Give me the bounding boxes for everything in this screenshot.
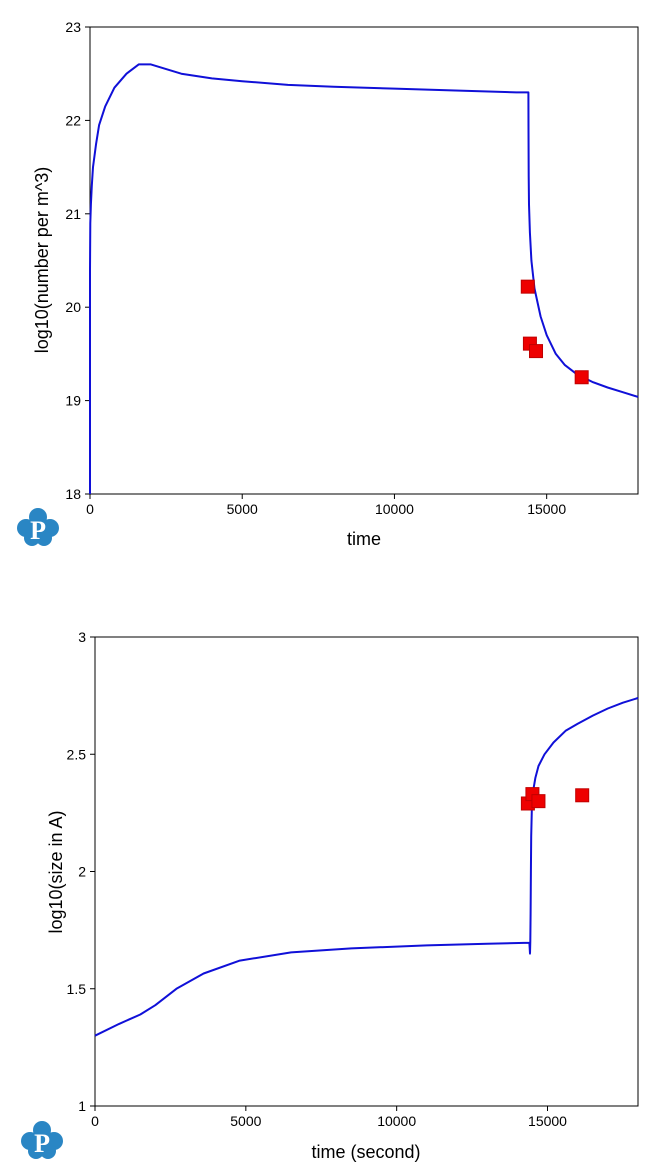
chart-number-density: 0 5000 10000 15000 18 19 20 21 22 23 time log10(n…: [32, 19, 639, 549]
y-tick-label: 2: [78, 864, 86, 880]
y-tick-label: 1: [78, 1098, 86, 1114]
pandat-logo-icon: P: [21, 1121, 63, 1159]
y-axis-label: log10(size in A): [46, 810, 66, 933]
experimental-data-point: [575, 788, 590, 803]
y-tick-label: 18: [65, 486, 81, 502]
x-tick-label: 5000: [227, 501, 258, 517]
x-tick-label: 10000: [377, 1113, 416, 1129]
y-tick-label: 19: [65, 393, 81, 409]
x-tick-label: 5000: [230, 1113, 261, 1129]
x-tick-label: 10000: [375, 501, 414, 517]
pandat-logo-icon: P: [17, 508, 59, 546]
axis-ticks: 0 5000 10000 15000 1 1.5 2 2.5 3: [67, 629, 568, 1129]
x-axis-label: time: [347, 529, 381, 549]
plot-area: [89, 63, 639, 494]
simulation-curve: [89, 63, 639, 494]
simulation-curve: [94, 697, 639, 1037]
experimental-data-point: [520, 279, 535, 294]
y-tick-label: 22: [65, 112, 81, 128]
logo-letter: P: [34, 1129, 50, 1158]
logo-letter: P: [30, 516, 46, 545]
y-tick-label: 3: [78, 629, 86, 645]
x-tick-label: 15000: [527, 501, 566, 517]
chart-precipitate-size: 0 5000 10000 15000 1 1.5 2 2.5 3 time (second) l…: [46, 629, 639, 1162]
y-tick-label: 1.5: [67, 981, 87, 997]
x-tick-label: 0: [91, 1113, 99, 1129]
y-axis-label: log10(number per m^3): [32, 167, 52, 354]
plot-area: [94, 697, 639, 1037]
y-tick-label: 2.5: [67, 746, 87, 762]
axis-ticks: 0 5000 10000 15000 18 19 20 21 22 23: [65, 19, 566, 517]
experimental-data-point: [529, 344, 544, 359]
y-tick-label: 20: [65, 299, 81, 315]
experimental-data-point: [574, 370, 589, 385]
x-axis-label: time (second): [311, 1142, 420, 1162]
y-tick-label: 23: [65, 19, 81, 35]
y-tick-label: 21: [65, 206, 81, 222]
x-tick-label: 15000: [528, 1113, 567, 1129]
plot-frame: [94, 636, 639, 1107]
plot-frame: [89, 26, 639, 495]
experimental-data-point: [531, 794, 546, 809]
x-tick-label: 0: [86, 501, 94, 517]
